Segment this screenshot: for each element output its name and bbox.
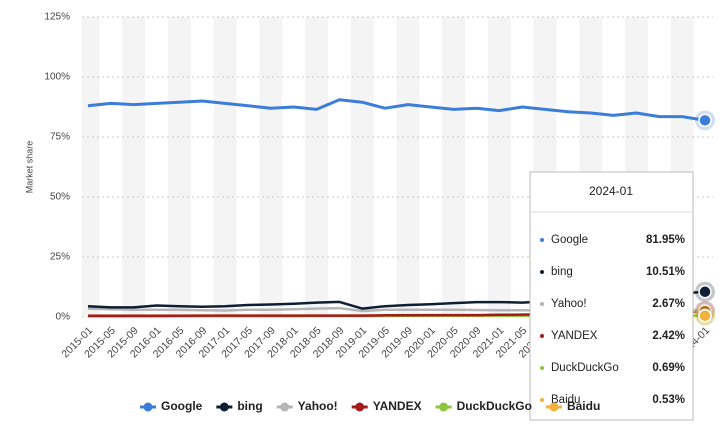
tooltip-value: 2.67% [652,298,685,310]
legend-marker [143,402,153,412]
tooltip-name: bing [551,266,573,278]
legend-label: bing [237,399,262,413]
tooltip-value: 10.51% [646,266,685,278]
legend-marker [219,402,229,412]
tooltip-name: DuckDuckGo [551,362,619,374]
band [259,17,283,317]
band [442,17,466,317]
tooltip-name: YANDEX [551,330,598,342]
y-axis-title: Market share [24,141,34,194]
y-tick-label: 0% [56,312,71,323]
band [122,17,146,317]
tooltip: 2024-01 Google 81.95% bing 10.51% Yahoo! 2.67%… [529,171,694,421]
end-point [698,113,712,128]
legend-marker [439,402,449,412]
legend-item: Google [140,399,203,413]
tooltip-bullet [540,270,544,274]
y-tick-label: 25% [50,252,70,263]
legend-label: DuckDuckGo [457,399,532,413]
tooltip-bullet [540,366,544,370]
legend-marker [355,402,365,412]
legend-label: Google [161,399,203,413]
band [396,17,420,317]
tooltip-bullet [540,238,544,242]
y-tick-label: 125% [44,12,70,23]
tooltip-name: Baidu [551,394,580,406]
tooltip-name: Google [551,234,588,246]
legend-label: Baidu [567,399,600,413]
tooltip-title: 2024-01 [589,184,633,198]
legend-marker [280,402,290,412]
end-point [698,308,712,323]
legend-label: Yahoo! [298,399,338,413]
end-point [698,285,712,299]
tooltip-value: 0.69% [652,362,685,374]
y-tick-label: 50% [50,192,70,203]
tooltip-box [529,171,694,421]
band [167,17,191,317]
legend-item: bing [216,399,263,413]
tooltip-value: 0.53% [652,394,685,406]
tooltip-value: 81.95% [646,234,685,246]
tooltip-value: 2.42% [652,330,685,342]
y-tick-label: 75% [50,132,70,143]
band [213,17,237,317]
tooltip-name: Yahoo! [551,298,587,310]
legend-item: YANDEX [351,399,422,413]
series-line [87,98,706,122]
legend-marker [549,402,559,412]
tooltip-bullet [540,302,544,306]
y-tick-label: 100% [44,72,70,83]
tooltip-bullet [540,334,544,338]
band [305,17,328,317]
band [487,17,511,317]
legend-item: Baidu [545,399,600,413]
band [82,17,100,317]
legend-label: YANDEX [373,399,422,413]
legend-item: Yahoo! [276,399,338,413]
legend-item: DuckDuckGo [435,399,532,413]
band [350,17,374,317]
tooltip-bullet [540,398,544,402]
